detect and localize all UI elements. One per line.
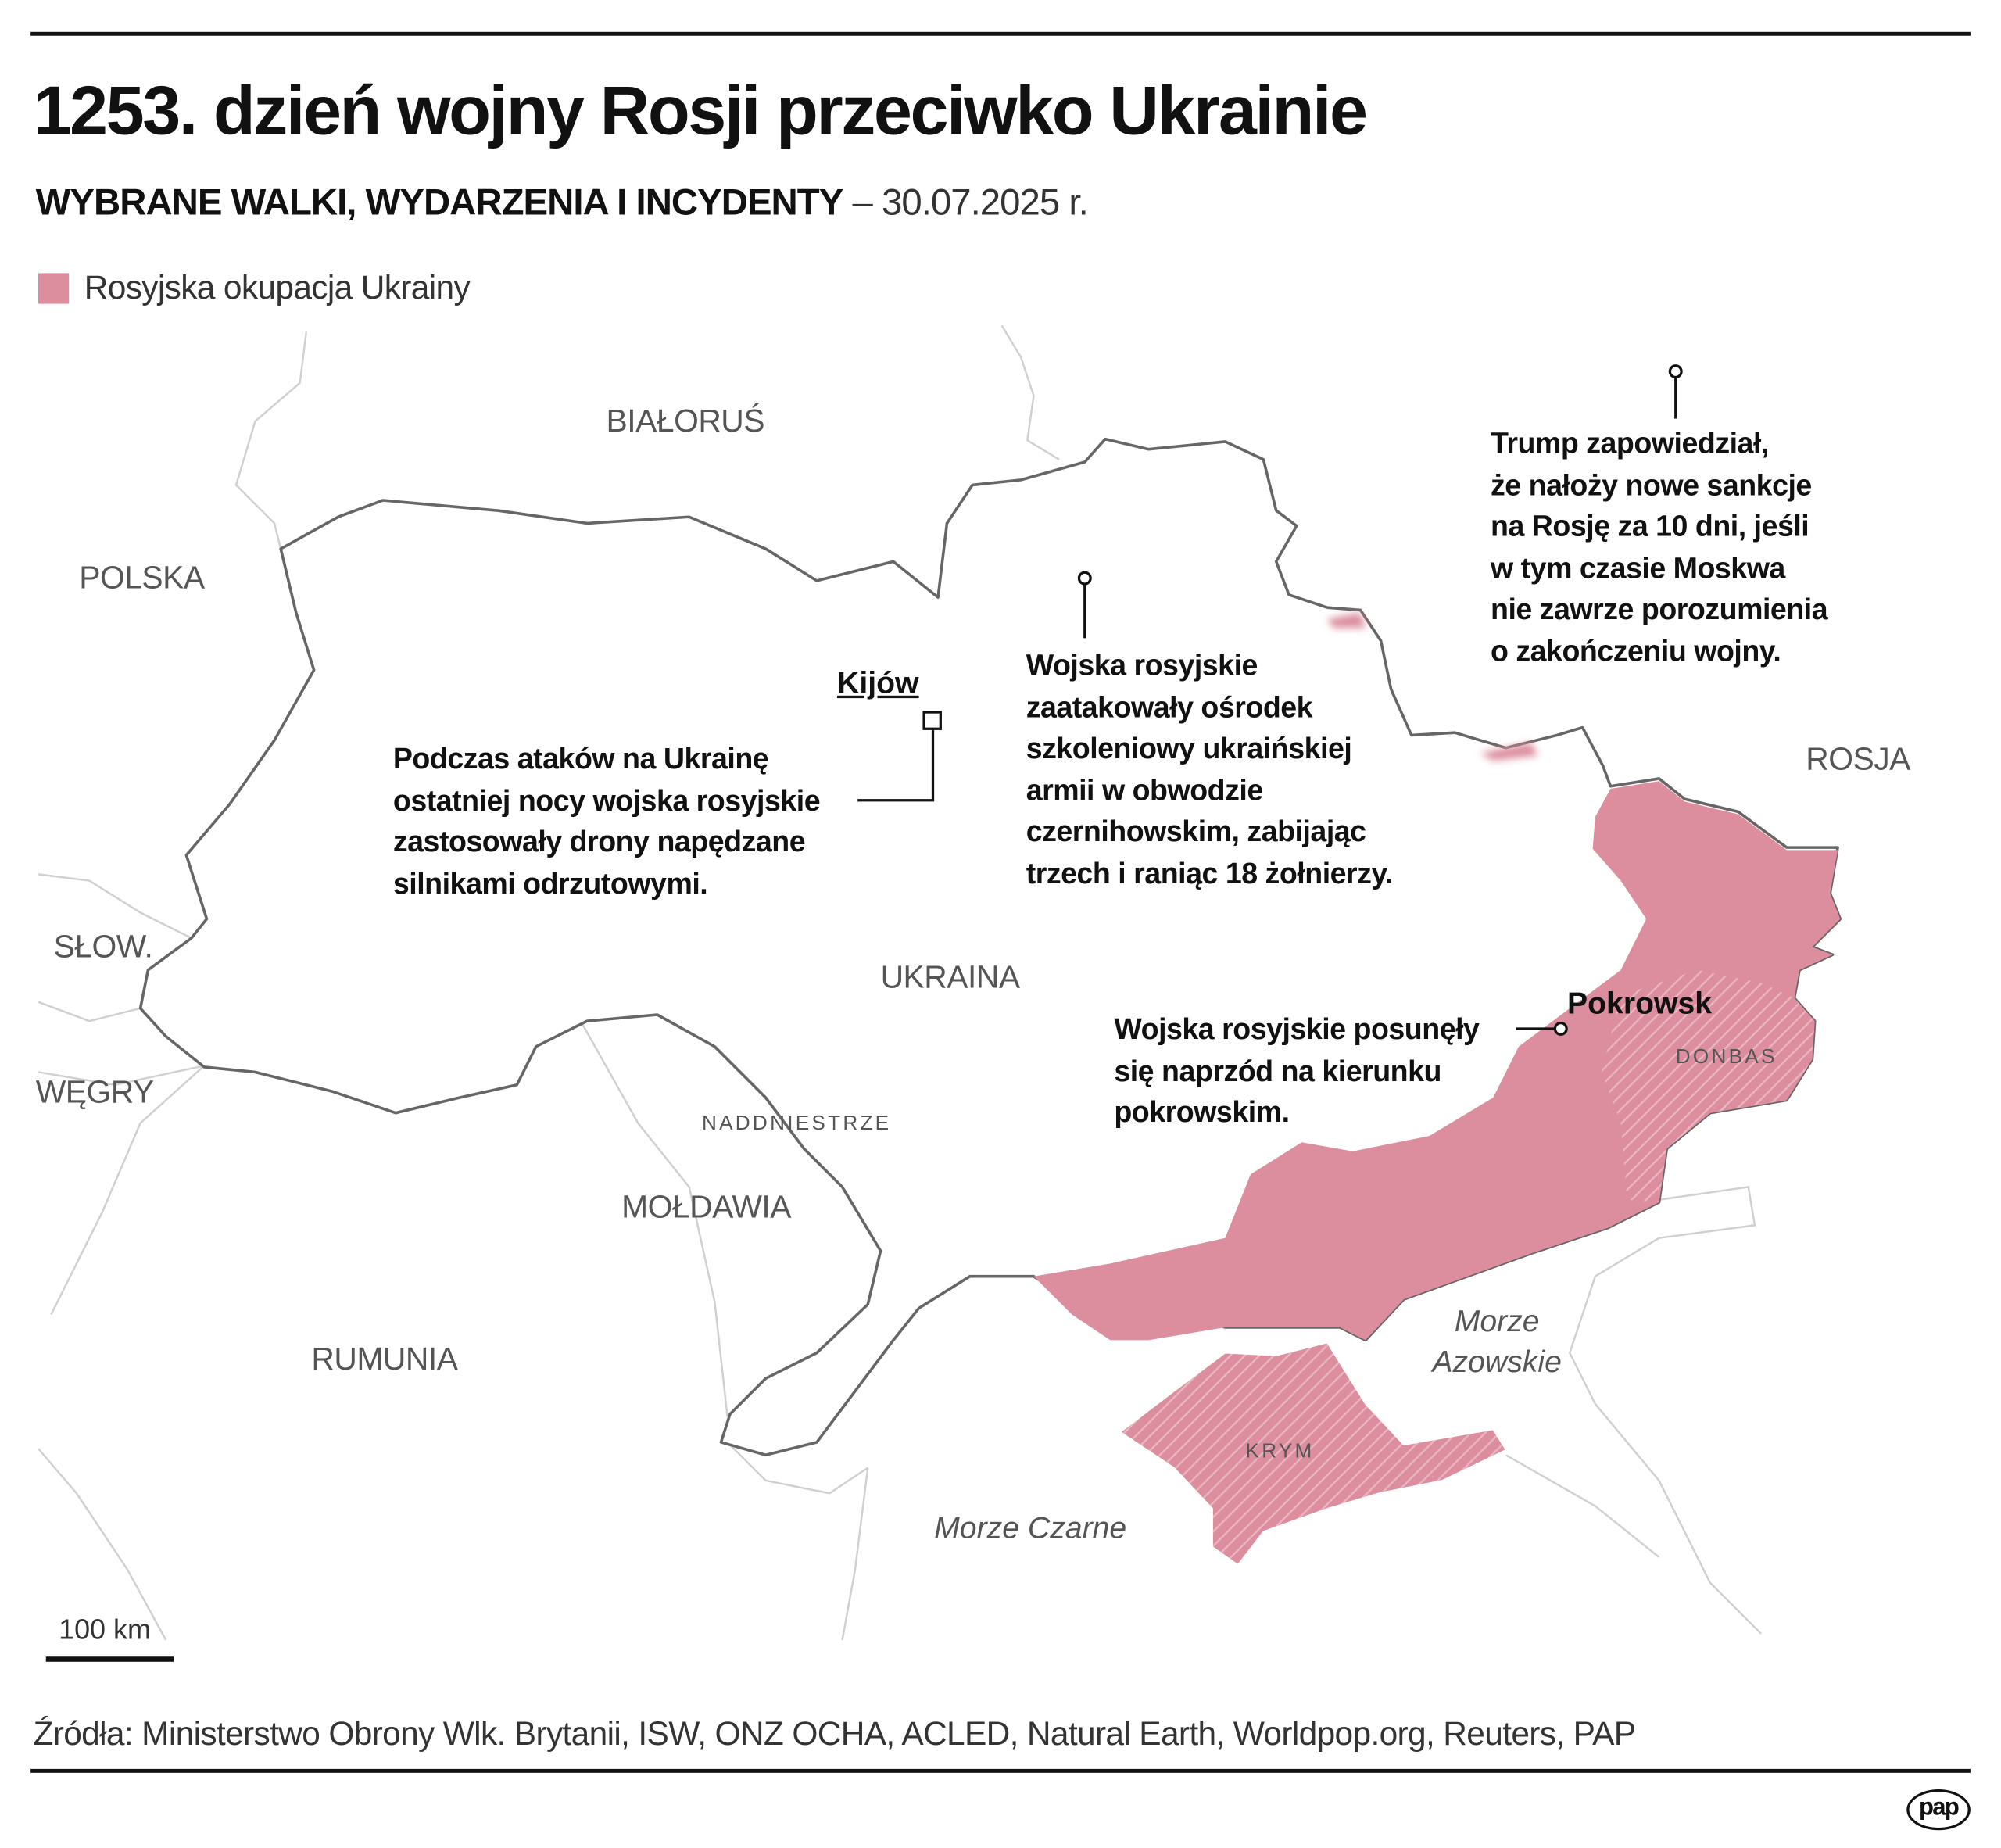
annotation-line: szkoleniowy ukraińskiej xyxy=(1026,731,1352,765)
kyiv-marker xyxy=(922,711,942,730)
label-moldova: MOŁDAWIA xyxy=(621,1189,791,1226)
annotation-trump: Trump zapowiedział, że nałoży nowe sankc… xyxy=(1490,422,1828,671)
occupied-territory xyxy=(1033,612,1841,1566)
annotation-kyiv: Podczas ataków na Ukrainę ostatniej nocy… xyxy=(392,738,821,904)
label-poland: POLSKA xyxy=(79,560,205,596)
annotation-pokrovsk: Wojska rosyjskie posunęły się naprzód na… xyxy=(1114,1008,1480,1133)
legend: Rosyjska okupacja Ukrainy xyxy=(38,267,471,308)
annotation-line: silnikami odrzutowymi. xyxy=(392,865,708,900)
annotation-line: zaatakowały ośrodek xyxy=(1026,689,1313,723)
bottom-rule xyxy=(30,1768,1971,1773)
page-title: 1253. dzień wojny Rosji przeciwko Ukrain… xyxy=(33,73,1368,150)
label-sea-of-azov: Morze Azowskie xyxy=(1416,1302,1577,1383)
legend-swatch xyxy=(38,272,70,303)
annotation-line: że nałoży nowe sankcje xyxy=(1490,467,1812,501)
leader-lines xyxy=(857,364,1683,1036)
subtitle-bold: WYBRANE WALKI, WYDARZENIA I INCYDENTY xyxy=(35,182,844,224)
sea-azov-line2: Azowskie xyxy=(1432,1345,1562,1380)
annotation-line: się naprzód na kierunku xyxy=(1114,1053,1441,1087)
top-rule xyxy=(30,31,1971,36)
label-slovakia: SŁOW. xyxy=(53,929,153,965)
annotation-line: pokrowskim. xyxy=(1114,1094,1290,1129)
annotation-line: armii w obwodzie xyxy=(1026,772,1264,807)
pap-logo: pap xyxy=(1906,1789,1971,1831)
annotation-line: Trump zapowiedział, xyxy=(1490,426,1769,460)
city-pokrovsk: Pokrowsk xyxy=(1566,987,1713,1022)
annotation-line: czernihowskim, zabijając xyxy=(1026,814,1366,848)
annotation-line: Wojska rosyjskie posunęły xyxy=(1114,1012,1480,1046)
scale-bar xyxy=(45,1656,174,1662)
annotation-line: na Rosję za 10 dni, jeśli xyxy=(1490,509,1809,543)
label-donbas: DONBAS xyxy=(1675,1046,1777,1069)
source-note: Źródła: Ministerstwo Obrony Wlk. Brytani… xyxy=(33,1714,1636,1753)
annotation-line: o zakończeniu wojny. xyxy=(1490,633,1781,668)
pokrovsk-marker xyxy=(1553,1021,1568,1036)
annotation-line: zastosowały drony napędzane xyxy=(392,824,806,858)
label-romania: RUMUNIA xyxy=(311,1341,458,1377)
annotation-line: w tym czasie Moskwa xyxy=(1490,550,1785,584)
chernihiv-marker xyxy=(1077,571,1092,586)
label-black-sea: Morze Czarne xyxy=(934,1511,1127,1546)
sea-azov-line1: Morze xyxy=(1454,1304,1540,1339)
annotation-line: Podczas ataków na Ukrainę xyxy=(392,741,769,775)
annotation-line: ostatniej nocy wojska rosyjskie xyxy=(392,783,821,817)
label-transnistria: NADDNIESTRZE xyxy=(701,1112,892,1135)
label-crimea: KRYM xyxy=(1245,1441,1315,1463)
label-belarus: BIAŁORUŚ xyxy=(606,403,765,439)
trump-marker xyxy=(1668,364,1683,379)
scale-label: 100 km xyxy=(59,1613,151,1646)
legend-label: Rosyjska okupacja Ukrainy xyxy=(84,267,471,306)
subtitle-date: – 30.07.2025 r. xyxy=(852,182,1089,224)
subtitle: WYBRANE WALKI, WYDARZENIA I INCYDENTY – … xyxy=(35,182,1089,224)
annotation-line: trzech i raniąc 18 żołnierzy. xyxy=(1026,855,1394,890)
annotation-chernihiv: Wojska rosyjskie zaatakowały ośrodek szk… xyxy=(1026,645,1394,894)
city-kyiv: Kijów xyxy=(837,666,919,701)
annotation-line: nie zawrze porozumienia xyxy=(1490,592,1828,626)
label-russia: ROSJA xyxy=(1806,741,1910,778)
annotation-line: Wojska rosyjskie xyxy=(1026,648,1258,682)
label-hungary: WĘGRY xyxy=(35,1074,155,1111)
label-ukraine: UKRAINA xyxy=(880,959,1021,996)
